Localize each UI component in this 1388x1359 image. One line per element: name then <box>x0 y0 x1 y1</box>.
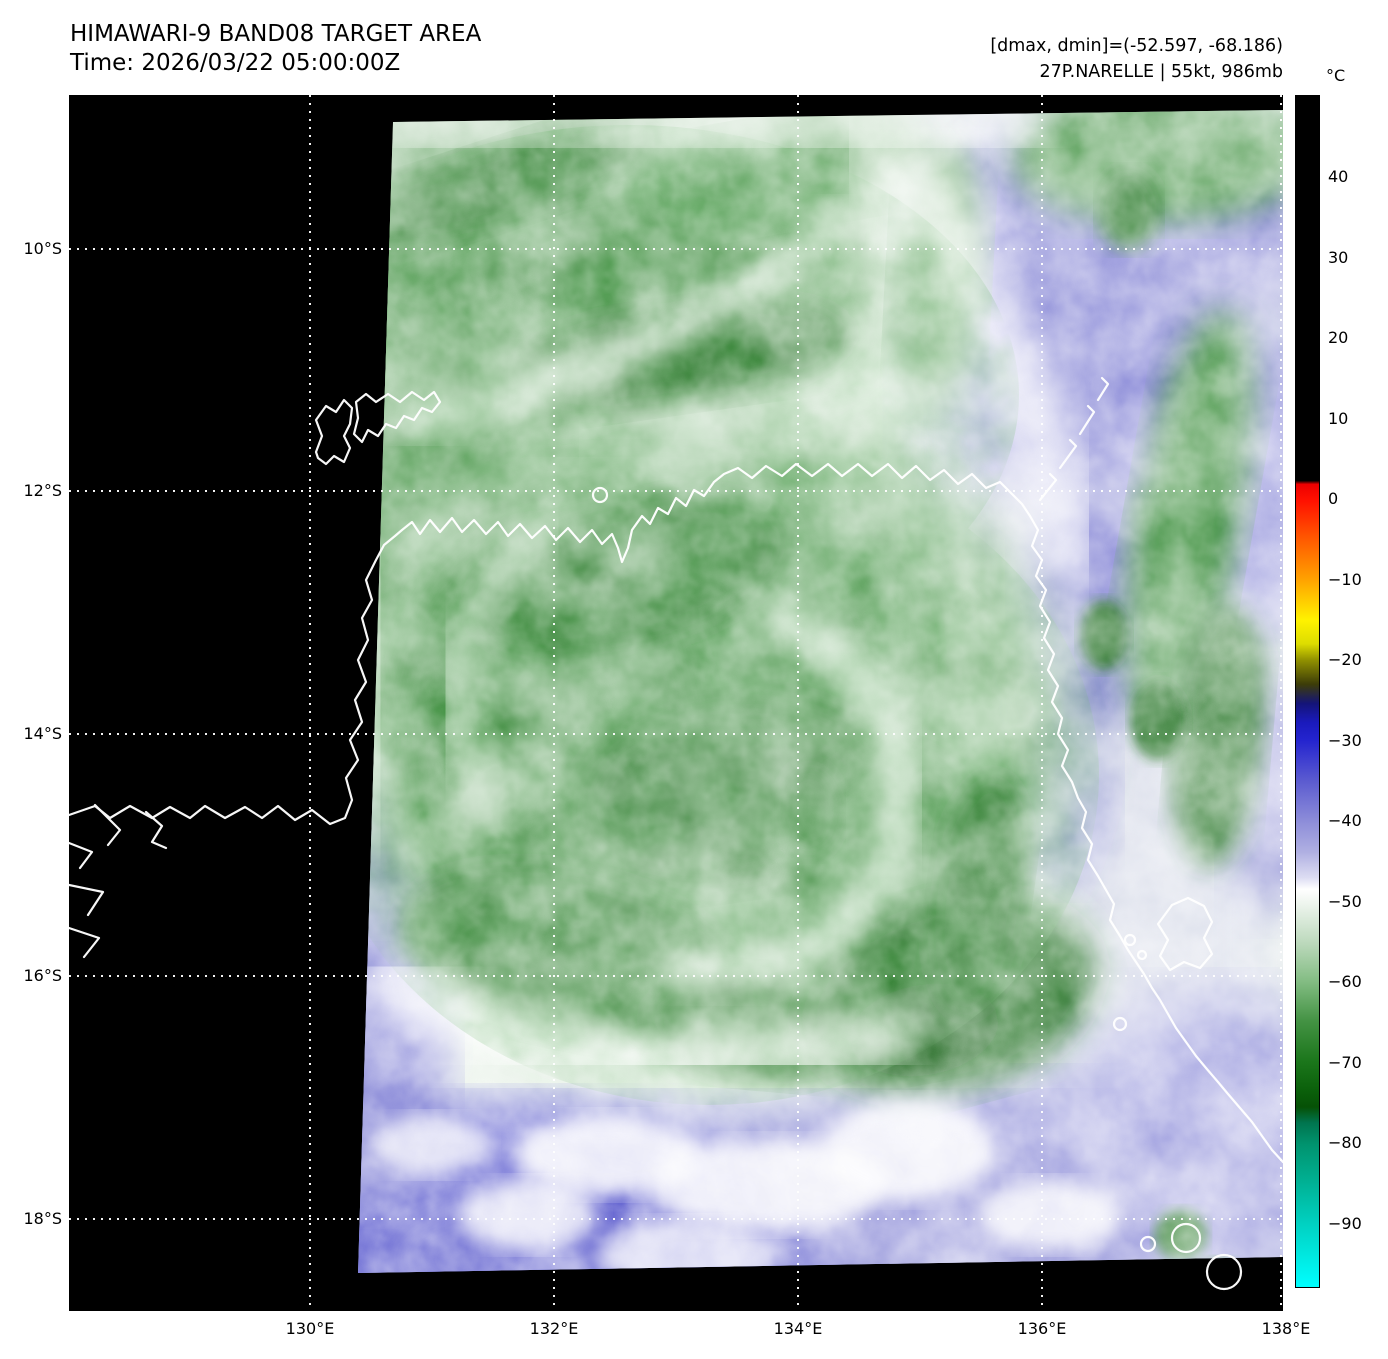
page-title: HIMAWARI-9 BAND08 TARGET AREA <box>70 21 482 47</box>
colorbar-tick-20: 20 <box>1328 328 1349 347</box>
mainland-coastline <box>69 462 1283 1164</box>
colorbar-tick-10: 10 <box>1328 408 1349 428</box>
dmax-dmin-label: [dmax, dmin]=(-52.597, -68.186) <box>990 36 1283 56</box>
colorbar-unit-label: °C <box>1326 66 1346 85</box>
lat-tick-10°S: 10°S <box>23 239 62 258</box>
colorbar <box>1295 95 1320 1288</box>
coastlines <box>69 376 1283 1291</box>
island <box>1123 933 1137 947</box>
colorbar-tick-−20: −20 <box>1328 650 1362 669</box>
colorbar-tick-−10: −10 <box>1328 569 1362 589</box>
colorbar-tick-−80: −80 <box>1328 1133 1362 1152</box>
lat-tick-14°S: 14°S <box>23 724 62 743</box>
lon-tick-132°E: 132°E <box>529 1319 579 1338</box>
time-label: Time: 2026/03/22 05:00:00Z <box>70 50 401 76</box>
island <box>1112 1016 1128 1032</box>
lat-tick-12°S: 12°S <box>23 481 62 500</box>
colorbar-tick-40: 40 <box>1328 167 1349 186</box>
graticule <box>69 95 1283 1311</box>
annotation-block: [dmax, dmin]=(-52.597, -68.186) 27P.NARE… <box>990 33 1283 85</box>
island <box>1205 1253 1243 1291</box>
colorbar-tick-−30: −30 <box>1328 730 1362 750</box>
colorbar-tick-−60: −60 <box>1328 972 1362 991</box>
lon-tick-138°E: 138°E <box>1261 1319 1311 1338</box>
colorbar-tick-0: 0 <box>1328 489 1339 508</box>
lat-tick-18°S: 18°S <box>23 1209 62 1228</box>
lon-tick-136°E: 136°E <box>1017 1319 1067 1338</box>
satellite-map: Copyright © 2020-2026 Dapiya <box>69 95 1283 1311</box>
colorbar-tick-−70: −70 <box>1328 1052 1362 1072</box>
lat-tick-16°S: 16°S <box>23 966 62 985</box>
storm-info-label: 27P.NARELLE | 55kt, 986mb <box>1039 62 1283 82</box>
melville-island <box>352 390 442 444</box>
lon-tick-130°E: 130°E <box>285 1319 335 1338</box>
island <box>1170 1222 1202 1254</box>
groote-eylandt <box>1156 896 1214 972</box>
island <box>1136 949 1148 961</box>
satellite-imagery <box>69 95 1283 1311</box>
island <box>591 486 609 504</box>
colorbar-tick-−40: −40 <box>1328 811 1362 830</box>
bathurst-island <box>314 398 354 466</box>
wessel-islands <box>1038 376 1110 502</box>
colorbar-tick-−90: −90 <box>1328 1213 1362 1233</box>
title-block: HIMAWARI-9 BAND08 TARGET AREA Time: 2026… <box>70 20 481 78</box>
island <box>1139 1235 1157 1253</box>
lon-tick-134°E: 134°E <box>773 1319 823 1338</box>
colorbar-tick-−50: −50 <box>1328 891 1362 911</box>
colorbar-tick-30: 30 <box>1328 247 1349 267</box>
kimberley-inlets <box>69 803 168 959</box>
